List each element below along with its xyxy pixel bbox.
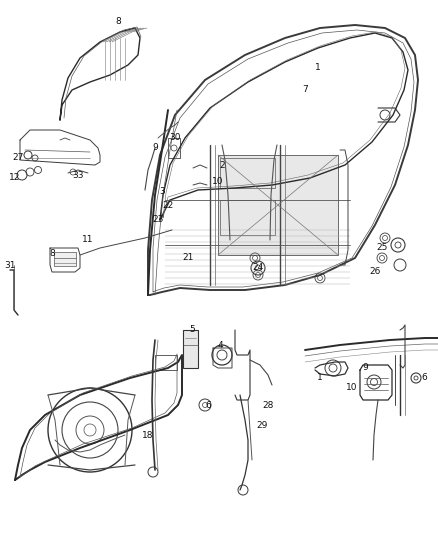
- Text: 31: 31: [4, 261, 16, 270]
- Text: 2: 2: [219, 160, 225, 169]
- Text: 7: 7: [302, 85, 308, 94]
- Text: 12: 12: [9, 174, 21, 182]
- Text: 25: 25: [376, 244, 388, 253]
- Text: 9: 9: [152, 143, 158, 152]
- Bar: [218, 155, 338, 255]
- Text: 26: 26: [369, 268, 381, 277]
- Text: 28: 28: [262, 400, 274, 409]
- Bar: [183, 330, 198, 368]
- Text: 30: 30: [169, 133, 181, 142]
- Text: 24: 24: [252, 263, 264, 272]
- Bar: [168, 138, 180, 158]
- Text: 3: 3: [159, 188, 165, 197]
- Text: 1: 1: [315, 63, 321, 72]
- Bar: [54, 252, 76, 266]
- Bar: [220, 200, 275, 235]
- Text: 23: 23: [152, 215, 164, 224]
- Text: 22: 22: [162, 201, 173, 211]
- Text: 8: 8: [49, 248, 55, 257]
- Text: 10: 10: [212, 177, 224, 187]
- Text: 10: 10: [346, 384, 358, 392]
- Text: 6: 6: [205, 400, 211, 409]
- Text: 27: 27: [12, 154, 24, 163]
- Text: 5: 5: [189, 326, 195, 335]
- Text: 33: 33: [72, 172, 84, 181]
- Bar: [155, 355, 177, 370]
- Bar: [220, 158, 275, 188]
- Text: 29: 29: [256, 421, 268, 430]
- Text: 4: 4: [217, 341, 223, 350]
- Text: 1: 1: [317, 374, 323, 383]
- Text: 21: 21: [182, 254, 194, 262]
- Text: 8: 8: [115, 18, 121, 27]
- Text: 6: 6: [421, 374, 427, 383]
- Text: 9: 9: [362, 364, 368, 373]
- Text: 18: 18: [142, 431, 154, 440]
- Text: 11: 11: [82, 236, 94, 245]
